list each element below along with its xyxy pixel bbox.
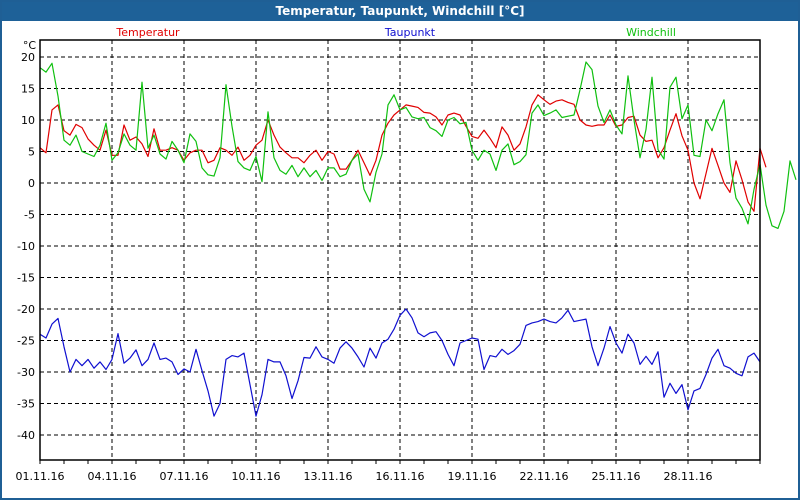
y-tick-label: -10 xyxy=(17,240,35,253)
x-tick-label: 19.11.16 xyxy=(448,470,497,483)
y-tick-label: -35 xyxy=(17,398,35,411)
plot-border xyxy=(39,39,761,461)
y-tick-label: -15 xyxy=(17,272,35,285)
legend-windchill: Windchill xyxy=(626,26,676,39)
y-tick-label: -5 xyxy=(24,209,35,222)
x-tick-label: 22.11.16 xyxy=(520,470,569,483)
series-line-windchill xyxy=(39,61,797,229)
x-tick-label: 28.11.16 xyxy=(664,470,713,483)
y-tick-label: 5 xyxy=(28,146,35,159)
x-tick-label: 07.11.16 xyxy=(160,470,209,483)
x-tick-label: 04.11.16 xyxy=(88,470,137,483)
y-tick-label: 0 xyxy=(28,177,35,190)
y-tick-label: 20 xyxy=(21,51,35,64)
y-tick-label: -30 xyxy=(17,366,35,379)
x-tick-label: 01.11.16 xyxy=(16,470,65,483)
y-tick-label: -40 xyxy=(17,429,35,442)
series-line-taupunkt xyxy=(39,308,761,417)
x-tick-label: 10.11.16 xyxy=(232,470,281,483)
x-tick-label: 25.11.16 xyxy=(592,470,641,483)
series-line-temperatur xyxy=(39,94,767,212)
x-tick-label: 13.11.16 xyxy=(304,470,353,483)
y-tick-label: 15 xyxy=(21,83,35,96)
x-tick-label: 16.11.16 xyxy=(376,470,425,483)
y-tick-label: -20 xyxy=(17,303,35,316)
legend-temperatur: Temperatur xyxy=(115,26,180,39)
y-tick-label: 10 xyxy=(21,114,35,127)
legend-taupunkt: Taupunkt xyxy=(384,26,436,39)
y-tick-label: -25 xyxy=(17,335,35,348)
y-axis-unit: °C xyxy=(23,39,37,52)
window-title: Temperatur, Taupunkt, Windchill [°C] xyxy=(2,2,798,21)
